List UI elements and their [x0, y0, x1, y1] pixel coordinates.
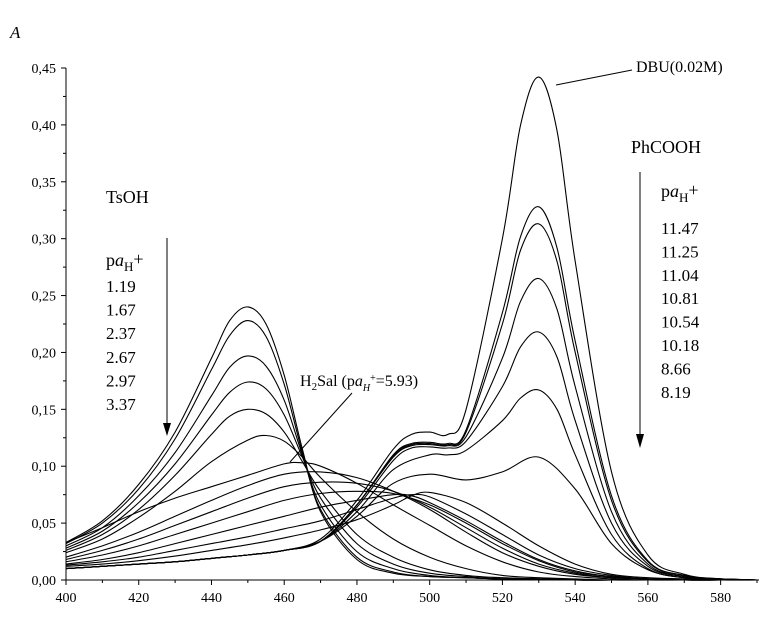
spectrum-curve-17: [65, 277, 758, 581]
x-tick-label: 440: [201, 591, 222, 606]
y-tick-label: 0,40: [32, 119, 57, 134]
spectrum-curve-19: [65, 206, 758, 581]
phcooh-value: 8.19: [661, 383, 691, 402]
y-tick-label: 0,05: [32, 517, 57, 532]
spectrum-curve-20: [65, 76, 758, 581]
spectrum-curve-16: [65, 331, 758, 581]
tsoh-arrowhead: [163, 423, 171, 436]
x-ticks: 400 420 440 460 480 500 520 540 560 580: [56, 580, 758, 606]
tsoh-value: 3.37: [106, 395, 136, 414]
h2sal-leader-line: [289, 392, 353, 463]
y-tick-label: 0,30: [32, 233, 57, 248]
y-tick-label: 0,35: [32, 176, 57, 191]
dbu-label: DBU(0.02M): [636, 59, 723, 76]
y-tick-label: 0,10: [32, 460, 57, 475]
h2sal-label: H2Sal (paH+=5.93): [300, 373, 418, 394]
phcooh-value: 11.04: [661, 266, 699, 285]
tsoh-value: 2.37: [106, 324, 136, 343]
spectrum-curve-18: [65, 223, 758, 581]
spectrum-curve-12: [65, 493, 757, 581]
y-axis-label: A: [9, 23, 21, 42]
x-tick-label: 460: [274, 591, 295, 606]
spectrum-curve-6: [65, 434, 757, 581]
y-tick-label: 0,20: [32, 346, 57, 361]
tsoh-title: TsOH: [106, 187, 149, 207]
phcooh-value: 11.25: [661, 242, 699, 261]
phcooh-values: 11.47 11.25 11.04 10.81 10.54 10.18 8.66 8.19: [661, 219, 700, 402]
phcooh-pa-label: paH+: [661, 180, 699, 205]
y-tick-label: 0,15: [32, 403, 57, 418]
x-tick-label: 540: [565, 591, 586, 606]
y-tick-label: 0,25: [32, 290, 57, 305]
tsoh-values: 1.19 1.67 2.37 2.67 2.97 3.37: [106, 277, 136, 414]
phcooh-value: 10.18: [661, 336, 699, 355]
x-tick-label: 580: [710, 591, 731, 606]
tsoh-value: 2.67: [106, 348, 136, 367]
phcooh-arrowhead: [636, 434, 644, 448]
phcooh-value: 10.81: [661, 289, 699, 308]
y-ticks: 0,00 0,05 0,10 0,15 0,20 0,25 0,30 0,35 0,40 0,45: [32, 62, 66, 589]
dbu-leader-line: [555, 69, 633, 86]
x-tick-label: 500: [419, 591, 440, 606]
y-tick-label: 0,45: [32, 62, 57, 77]
phcooh-value: 11.47: [661, 219, 699, 238]
tsoh-pa-label: paH+: [106, 249, 144, 274]
x-tick-label: 520: [492, 591, 513, 606]
phcooh-value: 10.54: [661, 313, 700, 332]
spectra-curves: [65, 76, 758, 581]
spectrum-curve-8: [65, 471, 757, 581]
y-tick-label: 0,00: [32, 574, 57, 589]
spectrum-curve-2: [65, 320, 757, 581]
x-tick-label: 480: [346, 591, 367, 606]
x-tick-label: 400: [56, 591, 77, 606]
x-tick-label: 420: [128, 591, 149, 606]
spectrum-curve-13: [65, 491, 758, 581]
tsoh-value: 2.97: [106, 371, 136, 390]
phcooh-title: PhCOOH: [631, 137, 701, 157]
tsoh-value: 1.67: [106, 301, 136, 320]
tsoh-value: 1.19: [106, 277, 136, 296]
x-tick-label: 560: [637, 591, 658, 606]
spectrum-curve-11: [65, 493, 757, 581]
phcooh-value: 8.66: [661, 359, 691, 378]
